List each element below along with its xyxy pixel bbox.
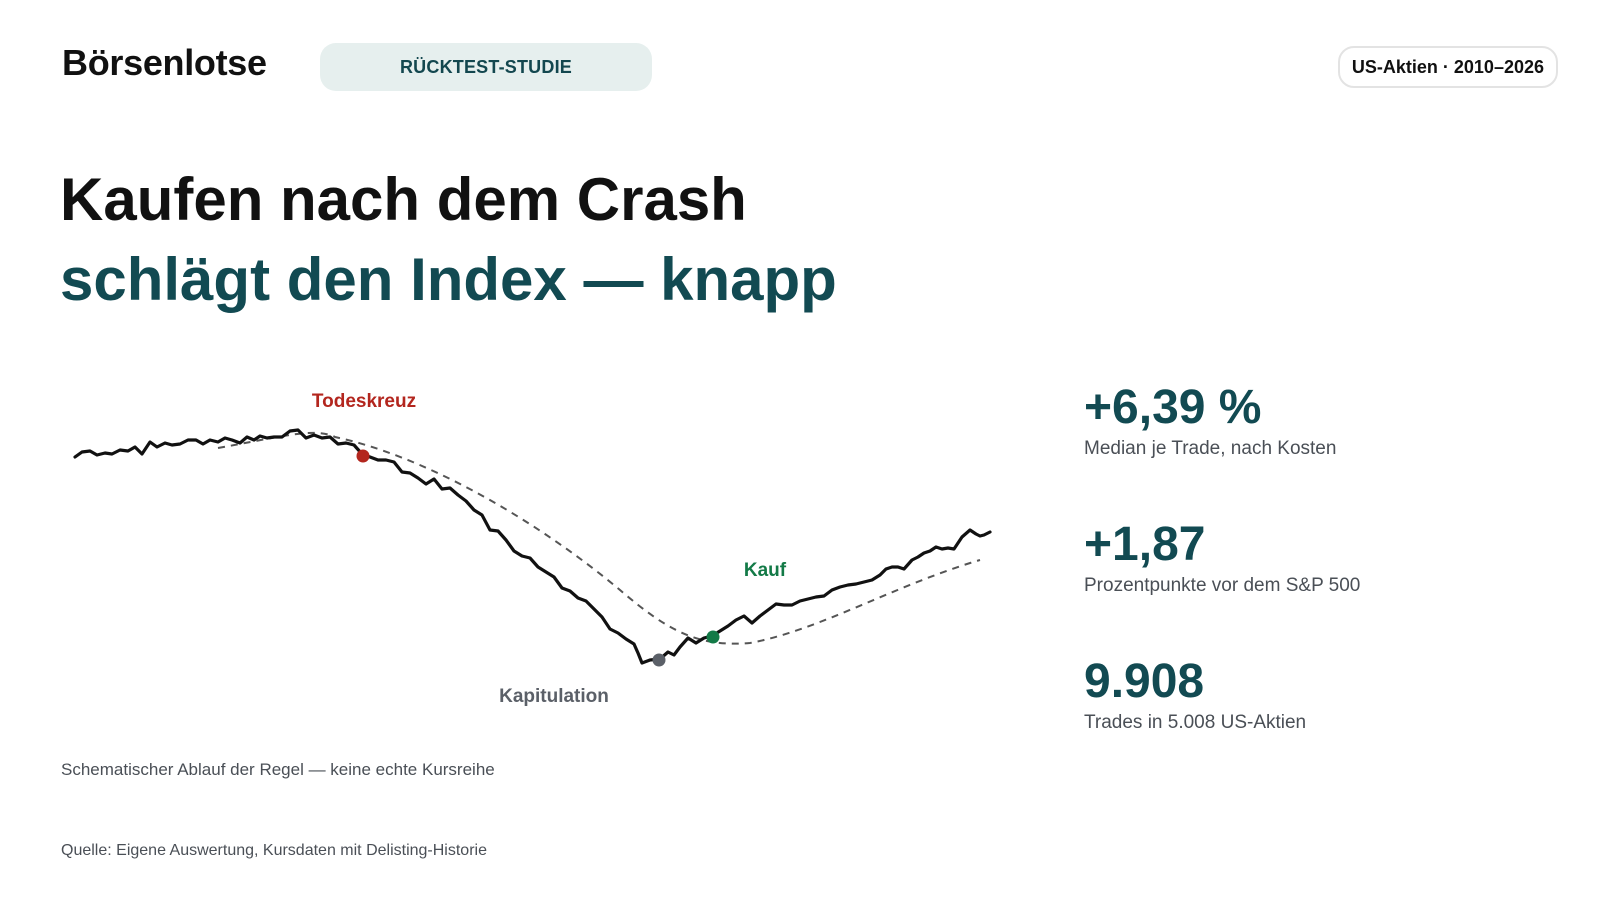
- source-note: Quelle: Eigene Auswertung, Kursdaten mit…: [61, 842, 487, 859]
- stat-value: 9.908: [1084, 655, 1205, 708]
- stat-value: +1,87: [1084, 518, 1206, 571]
- brand-logo: Börsenlotse: [62, 42, 267, 83]
- kauf-marker: [706, 630, 720, 644]
- stat-trades: 9.908 Trades in 5.008 US-Aktien: [1084, 654, 1504, 734]
- stat-label: Prozentpunkte vor dem S&P 500: [1084, 575, 1361, 596]
- schematic-chart: Todeskreuz Kauf Kapitulation: [73, 391, 992, 707]
- chart-caption: Schematischer Ablauf der Regel — keine e…: [61, 760, 495, 779]
- kapitulation-label: Kapitulation: [499, 686, 609, 707]
- todeskreuz-marker: [356, 449, 370, 463]
- stat-label: Trades in 5.008 US-Aktien: [1084, 712, 1307, 733]
- headline: Kaufen nach dem Crash schlägt den Index …: [60, 160, 837, 320]
- todeskreuz-label: Todeskreuz: [312, 391, 416, 412]
- trend-line: [217, 431, 981, 645]
- period-badge: US-Aktien · 2010–2026: [1337, 46, 1558, 88]
- category-pill: RÜCKTEST-STUDIE: [320, 43, 652, 91]
- stat-median: +6,39 % Median je Trade, nach Kosten: [1084, 380, 1504, 460]
- stat-outperformance: +1,87 Prozentpunkte vor dem S&P 500: [1084, 517, 1504, 597]
- price-line: [73, 428, 992, 665]
- headline-line-2: schlägt den Index — knapp: [60, 246, 837, 313]
- kauf-label: Kauf: [744, 560, 787, 581]
- kapitulation-marker: [652, 653, 666, 667]
- stat-label: Median je Trade, nach Kosten: [1084, 438, 1337, 459]
- headline-line-1: Kaufen nach dem Crash: [60, 166, 747, 233]
- stat-value: +6,39 %: [1084, 381, 1262, 434]
